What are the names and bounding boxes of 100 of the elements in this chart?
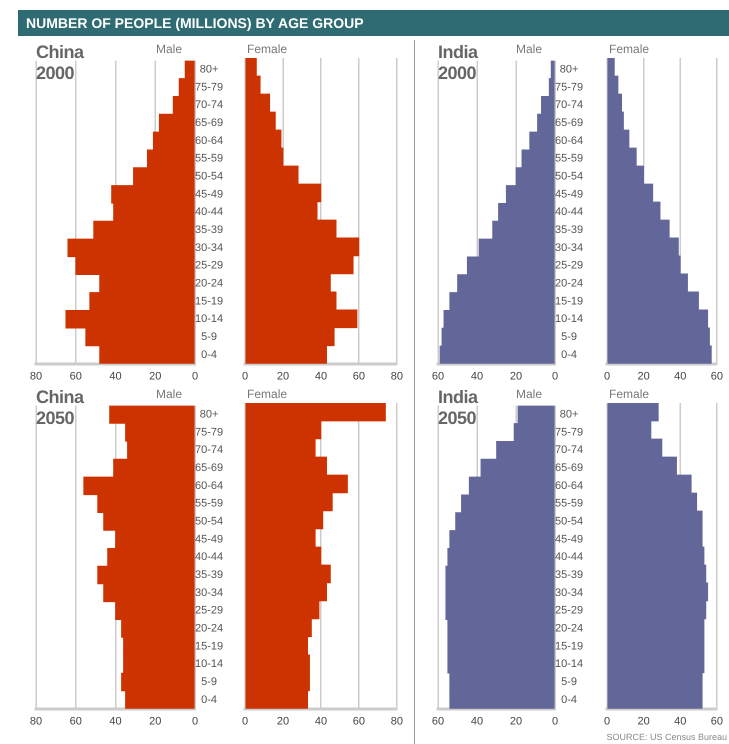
y-tick-label: 70-74 [554,99,584,112]
y-tick-label: 35-39 [194,224,224,236]
x-tick-label: 20 [510,715,522,728]
x-tick-label: 20 [638,370,650,382]
y-tick-label: 55-59 [554,498,584,510]
x-tick-label: 20 [276,715,290,728]
x-tick-label: 80 [390,370,404,382]
y-tick-label: 35-39 [194,569,224,582]
y-tick-label: 30-34 [194,242,224,254]
x-tick-label: 0 [552,370,558,382]
x-tick-label: 60 [352,715,366,728]
x-tick-label: 0 [192,715,198,728]
y-tick-label: 10-14 [194,313,224,326]
y-tick-label: 30-34 [554,586,584,599]
y-tick-label: 55-59 [554,152,584,165]
series-label: Female [247,42,288,56]
x-tick-label: 60 [432,715,444,728]
y-tick-label: 50-54 [554,170,584,183]
y-tick-label: 5-9 [201,331,218,344]
y-tick-label: 50-54 [554,516,584,528]
series-label: Male [516,42,542,56]
y-tick-label: 70-74 [554,444,584,456]
y-tick-label: 10-14 [194,658,224,670]
y-tick-label: 10-14 [554,313,584,326]
y-tick-label: 0-4 [201,694,218,706]
x-tick-label: 40 [109,715,122,728]
x-tick-label: 60 [70,370,82,382]
x-tick-label: 0 [192,370,198,382]
series-label: Male [516,387,542,401]
y-tick-label: 50-54 [194,516,224,528]
y-tick-label: 75-79 [194,81,224,94]
y-tick-label: 15-19 [194,640,224,652]
x-tick-label: 60 [70,715,82,728]
y-tick-label: 15-19 [554,295,584,308]
x-tick-label: 80 [390,715,404,728]
y-tick-label: 20-24 [554,622,584,635]
y-tick-label: 20-24 [194,278,224,290]
x-tick-label: 40 [674,715,686,728]
y-tick-label: 5-9 [201,676,218,688]
x-tick-label: 40 [470,715,484,728]
source-note: SOURCE: US Census Bureau [606,732,727,742]
x-tick-label: 0 [604,715,610,728]
y-tick-label: 25-29 [554,260,584,272]
y-tick-label: 70-74 [194,99,224,112]
text: NUMBER OF PEOPLE (MILLIONS) BY AGE GROUP [18,10,729,36]
y-tick-label: 25-29 [194,260,224,272]
series-label: Female [247,387,288,401]
y-tick-label: 15-19 [554,640,584,652]
y-tick-label: 40-44 [554,551,584,564]
y-tick-label: 75-79 [554,426,584,438]
y-tick-label: 45-49 [554,533,584,546]
x-tick-label: 20 [276,370,290,382]
y-tick-label: 65-69 [194,117,224,130]
x-tick-label: 20 [149,715,162,728]
y-tick-label: 25-29 [554,604,584,617]
series-label: Female [609,387,650,401]
y-tick-label: 0-4 [201,348,218,361]
chart-title: China 2050 [36,387,86,429]
y-tick-label: 60-64 [194,134,224,147]
chart-title: India 2050 [438,387,480,429]
y-tick-label: 45-49 [554,188,584,200]
y-tick-label: 5-9 [561,331,578,344]
y-tick-label: 35-39 [554,224,584,236]
x-tick-label: 40 [674,370,686,382]
x-tick-label: 20 [510,370,522,382]
x-tick-label: 40 [314,370,328,382]
x-tick-label: 0 [242,370,248,382]
y-tick-label: 20-24 [554,278,584,290]
y-tick-label: 60-64 [554,134,584,147]
y-tick-label: 35-39 [554,569,584,582]
x-tick-label: 20 [638,715,650,728]
y-tick-label: 50-54 [194,170,224,183]
y-tick-label: 70-74 [194,444,224,456]
y-tick-label: 0-4 [561,348,578,361]
y-tick-label: 30-34 [554,242,584,254]
x-tick-label: 60 [432,370,444,382]
x-tick-label: 80 [30,715,42,728]
y-tick-label: 25-29 [194,604,224,617]
y-tick-label: 65-69 [554,117,584,130]
series-label: Male [156,387,182,401]
y-tick-label: 45-49 [194,533,224,546]
y-tick-label: 60-64 [554,480,584,492]
y-tick-label: 55-59 [194,498,224,510]
y-tick-label: 40-44 [194,206,224,218]
y-tick-label: 60-64 [194,480,224,492]
y-tick-label: 65-69 [194,462,224,474]
y-tick-label: 45-49 [194,188,224,200]
y-tick-label: 40-44 [554,206,584,218]
y-tick-label: 80+ [200,64,218,76]
y-tick-label: 65-69 [554,462,584,474]
x-tick-label: 40 [470,370,484,382]
y-tick-label: 30-34 [194,586,224,599]
chart-title: India 2000 [438,42,480,84]
y-tick-label: 75-79 [554,81,584,94]
x-tick-label: 60 [352,370,366,382]
chart-title: China 2000 [36,42,86,84]
x-tick-label: 20 [149,370,162,382]
x-tick-label: 40 [109,370,122,382]
x-tick-label: 0 [604,370,610,382]
y-tick-label: 10-14 [554,658,584,670]
